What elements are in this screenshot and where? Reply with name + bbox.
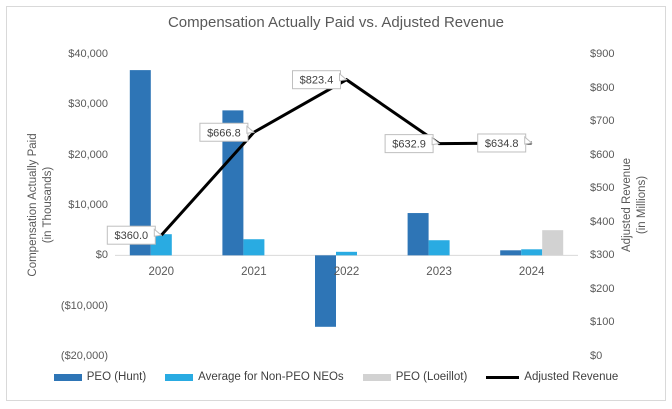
bar-average-for-non-peo-neos-2021 <box>243 239 265 256</box>
bar-peo-loeillot-2024 <box>542 230 564 256</box>
legend-item-peo-loeillot: PEO (Loeillot) <box>362 371 468 383</box>
data-label-pointer-2022 <box>339 72 348 82</box>
left-axis-tick-5: ($10,000) <box>60 299 108 312</box>
legend-swatch-average-for-non-peo-neos <box>165 373 194 381</box>
bar-peo-hunt-2020 <box>129 70 151 256</box>
data-label-2023: $632.9 <box>392 139 426 151</box>
bar-peo-hunt-2022 <box>315 255 336 327</box>
data-label-2024: $634.8 <box>485 138 519 150</box>
data-label-2021: $666.8 <box>207 127 241 139</box>
right-axis-tick-6: $300 <box>590 249 615 262</box>
legend-label: PEO (Hunt) <box>86 371 147 383</box>
right-axis-tick-2: $700 <box>590 115 615 128</box>
legend-item-average-for-non-peo-neos: Average for Non-PEO NEOs <box>165 371 344 383</box>
left-axis-tick-3: $10,000 <box>68 199 108 211</box>
right-axis-tick-1: $800 <box>590 81 615 94</box>
data-label-pointer-2024 <box>524 135 533 145</box>
right-axis-tick-8: $100 <box>590 316 615 329</box>
right-axis-tick-4: $500 <box>590 182 615 195</box>
legend-label: Adjusted Revenue <box>524 371 619 383</box>
legend-label: Average for Non-PEO NEOs <box>198 371 344 383</box>
data-label-2020: $360.0 <box>114 230 148 242</box>
legend-label: PEO (Loeillot) <box>395 371 468 383</box>
left-axis-tick-4: $0 <box>95 249 108 262</box>
x-axis-label-2023: 2023 <box>426 266 452 278</box>
right-axis-tick-0: $900 <box>590 48 615 60</box>
bar-peo-hunt-2024 <box>500 250 522 256</box>
legend-swatch-peo-hunt <box>53 373 82 381</box>
bar-average-for-non-peo-neos-2020 <box>150 234 172 256</box>
bar-average-for-non-peo-neos-2022 <box>336 251 357 256</box>
bar-average-for-non-peo-neos-2023 <box>428 240 450 256</box>
data-label-pointer-2020 <box>153 228 163 237</box>
right-axis-tick-9: $0 <box>590 350 603 362</box>
x-axis-label-2020: 2020 <box>148 266 175 278</box>
right-axis-tick-5: $400 <box>590 215 615 228</box>
legend: PEO (Hunt) Average for Non-PEO NEOs PEO (L… <box>0 371 672 383</box>
left-axis-tick-2: $20,000 <box>68 148 108 161</box>
left-axis-tick-6: ($20,000) <box>60 350 108 362</box>
legend-swatch-peo-loeillot <box>362 373 391 381</box>
legend-item-peo-hunt: PEO (Hunt) <box>53 371 147 383</box>
data-label-2022: $823.4 <box>300 75 334 87</box>
chart-frame-border <box>6 6 666 401</box>
data-label-pointer-2023 <box>431 136 441 146</box>
data-label-pointer-2021 <box>246 125 256 134</box>
bar-average-for-non-peo-neos-2024 <box>521 249 543 256</box>
bar-peo-hunt-2023 <box>407 213 429 256</box>
left-axis-tick-1: $30,000 <box>68 98 108 111</box>
right-axis-tick-3: $600 <box>590 148 615 161</box>
x-axis-label-2024: 2024 <box>518 266 545 278</box>
adjusted-revenue-line <box>160 77 532 237</box>
chart-title: Compensation Actually Paid vs. Adjusted … <box>167 14 505 31</box>
left-axis-tick-0: $40,000 <box>68 48 108 60</box>
x-axis-label-2021: 2021 <box>241 266 267 278</box>
right-axis-tick-7: $200 <box>590 282 615 295</box>
legend-item-adjusted-revenue: Adjusted Revenue <box>486 371 618 383</box>
legend-swatch-adjusted-revenue <box>486 375 520 379</box>
bar-peo-hunt-2021 <box>222 110 244 256</box>
x-axis-label-2022: 2022 <box>333 266 360 278</box>
